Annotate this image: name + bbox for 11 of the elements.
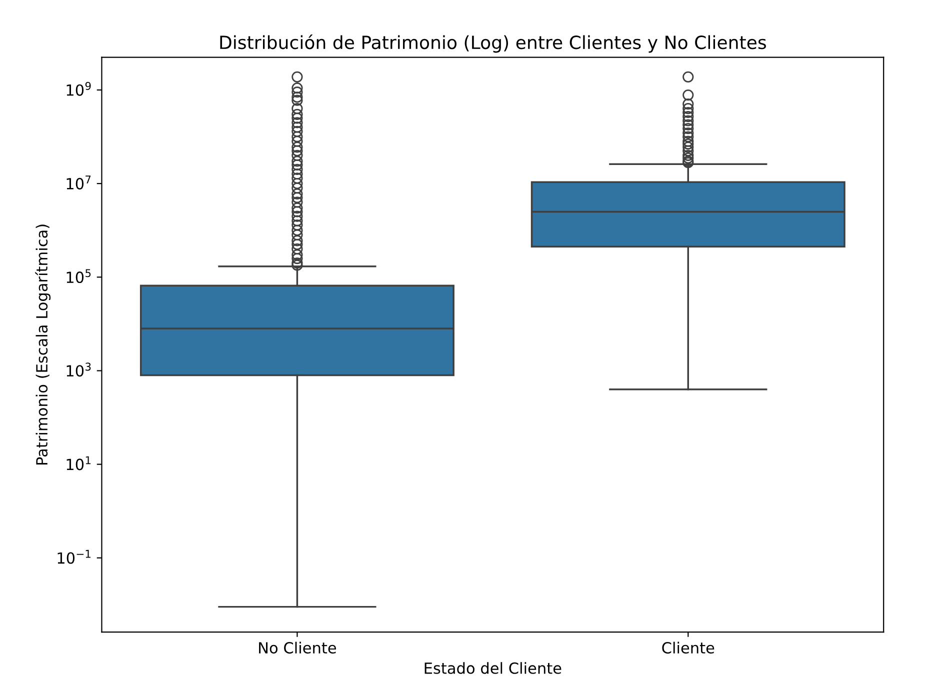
x-axis-title: Estado del Cliente xyxy=(424,662,562,674)
y-tick-label: 10$^{−1}$ xyxy=(58,550,90,564)
y-tick-label: 10$^{1}$ xyxy=(66,456,91,470)
x-tick-label: Cliente xyxy=(662,642,714,654)
y-tick-label: 10$^{9}$ xyxy=(66,82,91,96)
y-tick-label: 10$^{5}$ xyxy=(66,269,91,284)
chart-title: Distribución de Patrimonio (Log) entre Clientes y No Clientes xyxy=(220,34,766,53)
y-axis-title: Patrimonio (Escala Logarítmica) xyxy=(35,224,51,464)
x-tick-label: No Cliente xyxy=(259,642,336,654)
y-tick-label: 10$^{3}$ xyxy=(66,362,91,377)
y-tick-label: 10$^{7}$ xyxy=(66,176,91,190)
